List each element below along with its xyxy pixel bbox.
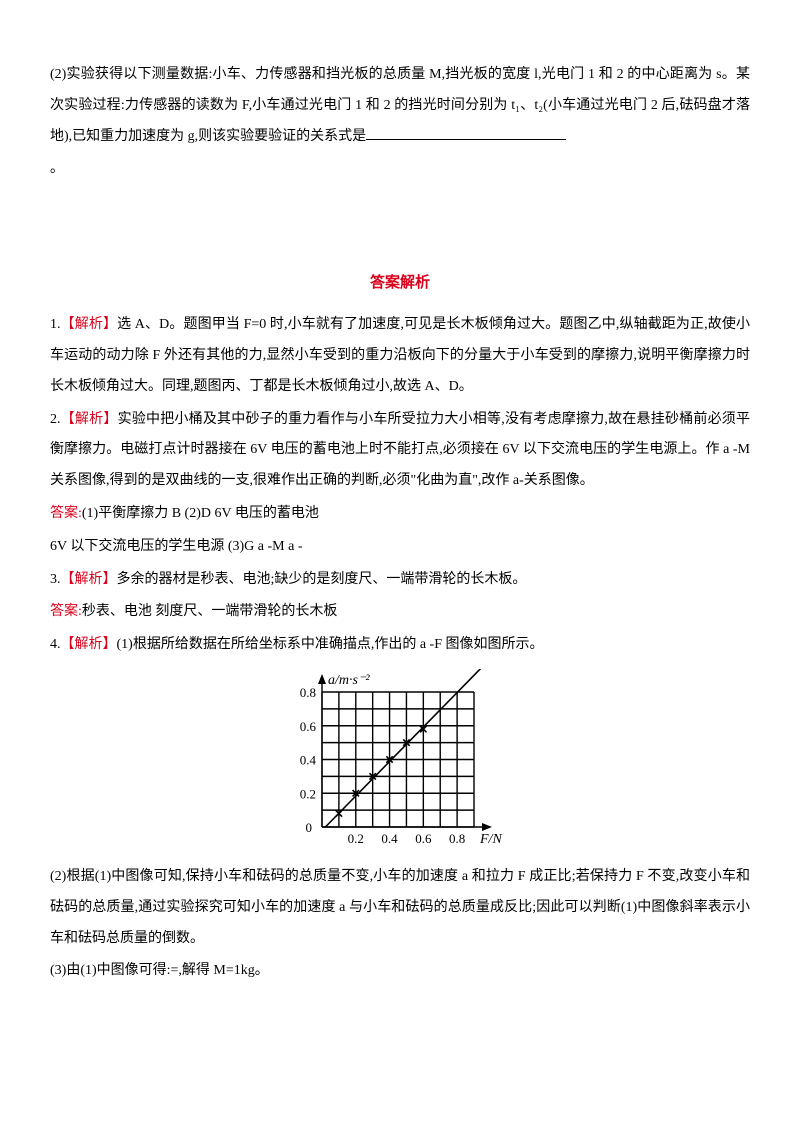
section-spacer: [50, 187, 750, 257]
answer-4-p3: (3)由(1)中图像可得:=,解得 M=1kg。: [50, 956, 750, 987]
answer-label: 答案:: [50, 604, 82, 619]
svg-text:0.4: 0.4: [381, 831, 398, 846]
svg-text:0.8: 0.8: [300, 685, 316, 700]
svg-text:0: 0: [306, 820, 313, 835]
svg-text:a/m·s⁻²: a/m·s⁻²: [328, 673, 370, 688]
answer-2-ans-line1: 答案:(1)平衡摩擦力 B (2)D 6V 电压的蓄电池: [50, 499, 750, 530]
analysis-tag: 【解析】: [61, 637, 117, 652]
a2-body: 实验中把小桶及其中砂子的重力看作与小车所受拉力大小相等,没有考虑摩擦力,故在悬挂…: [50, 412, 750, 489]
analysis-tag: 【解析】: [61, 572, 117, 587]
a3-body: 多余的器材是秒表、电池;缺少的是刻度尺、一端带滑轮的长木板。: [117, 572, 527, 587]
a2-ans-l1: (1)平衡摩擦力 B (2)D 6V 电压的蓄电池: [82, 506, 319, 521]
svg-text:0.6: 0.6: [300, 719, 317, 734]
a3-ans-body: 秒表、电池 刻度尺、一端带滑轮的长木板: [82, 604, 338, 619]
a1-body: 选 A、D。题图甲当 F=0 时,小车就有了加速度,可见是长木板倾角过大。题图乙…: [50, 317, 750, 394]
answer-blank: [366, 123, 566, 140]
a3-prefix: 3.: [50, 572, 61, 587]
svg-text:0.2: 0.2: [300, 786, 316, 801]
answer-4-p1: 4.【解析】(1)根据所给数据在所给坐标系中准确描点,作出的 a -F 图像如图…: [50, 630, 750, 661]
svg-text:0.8: 0.8: [449, 831, 465, 846]
analysis-tag: 【解析】: [61, 412, 118, 427]
answer-label: 答案:: [50, 506, 82, 521]
answer-1: 1.【解析】选 A、D。题图甲当 F=0 时,小车就有了加速度,可见是长木板倾角…: [50, 310, 750, 402]
answer-2: 2.【解析】实验中把小桶及其中砂子的重力看作与小车所受拉力大小相等,没有考虑摩擦…: [50, 405, 750, 497]
question-2-paragraph: (2)实验获得以下测量数据:小车、力传感器和挡光板的总质量 M,挡光板的宽度 l…: [50, 60, 750, 152]
q2-line2: 。: [50, 154, 750, 185]
answer-3: 3.【解析】多余的器材是秒表、电池;缺少的是刻度尺、一端带滑轮的长木板。: [50, 565, 750, 596]
a2-prefix: 2.: [50, 412, 61, 427]
a4-body: (1)根据所给数据在所给坐标系中准确描点,作出的 a -F 图像如图所示。: [117, 637, 544, 652]
analysis-tag: 【解析】: [61, 317, 118, 332]
a1-prefix: 1.: [50, 317, 61, 332]
answer-3-ans: 答案:秒表、电池 刻度尺、一端带滑轮的长木板: [50, 597, 750, 628]
answers-heading: 答案解析: [50, 267, 750, 300]
answer-4-p2: (2)根据(1)中图像可知,保持小车和砝码的总质量不变,小车的加速度 a 和拉力…: [50, 862, 750, 954]
svg-text:0.6: 0.6: [415, 831, 432, 846]
svg-text:F/N: F/N: [479, 832, 502, 847]
a4-prefix: 4.: [50, 637, 61, 652]
answer-2-ans-line2: 6V 以下交流电压的学生电源 (3)G a -M a -: [50, 532, 750, 563]
a-f-chart: 0 0.2 0.4 0.6 0.8 0.2 0.4 0.6 0.8 a/m·s⁻² F/N: [270, 669, 530, 854]
svg-text:0.2: 0.2: [348, 831, 364, 846]
svg-text:0.4: 0.4: [300, 752, 317, 767]
